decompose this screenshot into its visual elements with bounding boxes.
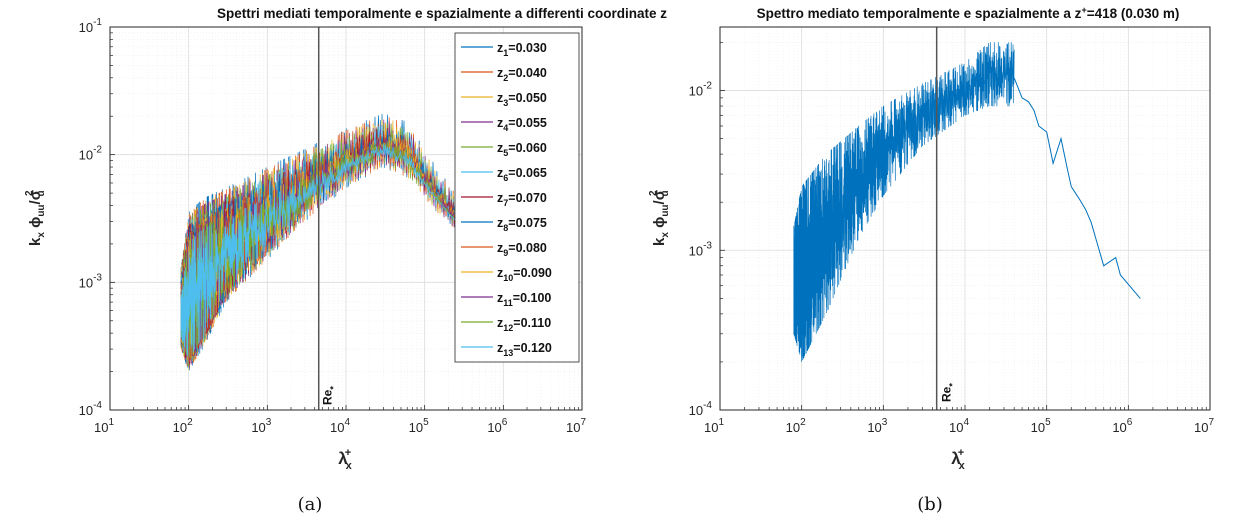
- chart-a-series-13: [180, 143, 473, 358]
- chart-b-ytick-label: 10-2: [689, 81, 713, 99]
- chart-a-ticks: 101 102 103 104 105 106 107 10-4 10-3 10-2 10-1: [79, 17, 587, 435]
- chart-a-xtick-label: 104: [330, 417, 350, 435]
- chart-a-caption: (a): [298, 494, 323, 515]
- chart-b-xlabel: λx+: [951, 447, 965, 472]
- chart-a-legend-entry: z11=0.100: [497, 291, 551, 308]
- chart-a-legend-entry: z4=0.055: [497, 116, 547, 133]
- chart-b-ylabel: kx ϕuu/σ2u: [648, 190, 671, 246]
- chart-a-ytick-label: 10-3: [79, 272, 103, 290]
- chart-a-ytick-label: 10-2: [79, 145, 103, 163]
- chart-a-legend-entry: z12=0.110: [497, 316, 551, 333]
- chart-a-xtick-label: 105: [409, 417, 429, 435]
- chart-a-legend-entry: z3=0.050: [497, 91, 547, 108]
- chart-b-caption: (b): [917, 494, 943, 515]
- chart-a-xtick-label: 103: [251, 417, 271, 435]
- chart-a-xtick-label: 102: [173, 417, 193, 435]
- chart-a-legend-entry: z1=0.030: [497, 41, 547, 58]
- chart-a-title: Spettri mediati temporalmente e spazialm…: [217, 6, 667, 21]
- chart-a-legend-entry: z6=0.065: [497, 166, 547, 183]
- chart-b-xtick-label: 107: [1194, 417, 1214, 435]
- chart-b-re-label: Re*: [940, 383, 958, 402]
- chart-a-legend: z1=0.030 z2=0.040 z3=0.050 z4=0.055 z5=0.060…: [454, 32, 580, 363]
- chart-b-title: Spettro mediato temporalmente e spazialm…: [757, 5, 1180, 21]
- chart-a-ylabel: kx ϕuu/σ2u: [24, 190, 47, 246]
- chart-a-xtick-label: 101: [94, 417, 114, 435]
- chart-a-xtick-label: 107: [566, 417, 586, 435]
- chart-a-ytick-label: 10-4: [79, 400, 103, 418]
- chart-a-legend-entry: z2=0.040: [497, 66, 547, 83]
- chart-b-xtick-label: 104: [949, 417, 969, 435]
- chart-b-xtick-label: 103: [867, 417, 887, 435]
- chart-a-re-label: Re*: [321, 386, 339, 405]
- chart-a: Spettri mediati temporalmente e spazialm…: [24, 6, 667, 515]
- chart-a-legend-entry: z5=0.060: [497, 141, 547, 158]
- chart-b-xtick-label: 105: [1031, 417, 1051, 435]
- chart-a-legend-entry: z9=0.080: [497, 241, 547, 258]
- chart-b-ytick-label: 10-3: [689, 240, 713, 258]
- chart-a-xlabel: λx+: [338, 447, 352, 472]
- chart-b-xtick-label: 102: [786, 417, 806, 435]
- chart-b-ytick-label: 10-4: [689, 400, 713, 418]
- chart-b-series-tail: [1013, 77, 1141, 299]
- chart-a-ytick-label: 10-1: [79, 17, 103, 35]
- chart-b-series-band: [793, 42, 1015, 362]
- chart-b-ticks: 101 102 103 104 105 106 107 10-4 10-3 10-2: [689, 42, 1214, 435]
- chart-b-series-group: [793, 42, 1141, 362]
- chart-a-xtick-label: 106: [487, 417, 507, 435]
- chart-a-legend-entry: z13=0.120: [497, 341, 552, 358]
- chart-a-legend-entry: z7=0.070: [497, 191, 547, 208]
- chart-b-xtick-label: 106: [1112, 417, 1132, 435]
- chart-b-xtick-label: 101: [704, 417, 724, 435]
- chart-a-legend-entry: z10=0.090: [497, 266, 552, 283]
- chart-b: Spettro mediato temporalmente e spazialm…: [648, 5, 1214, 515]
- chart-a-legend-entry: z8=0.075: [497, 216, 547, 233]
